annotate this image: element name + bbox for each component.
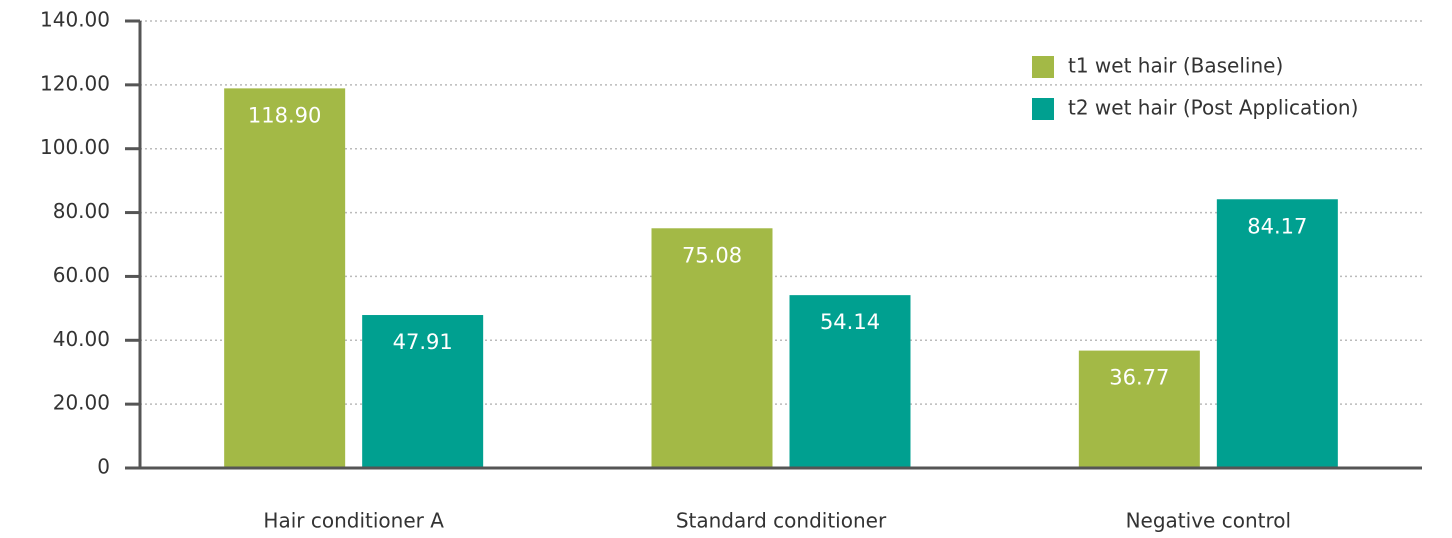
x-tick-label: Standard conditioner [676, 509, 887, 533]
y-tick-label: 20.00 [53, 391, 110, 415]
value-label: 54.14 [820, 310, 880, 334]
value-label: 47.91 [393, 330, 453, 354]
value-label: 118.90 [248, 103, 321, 127]
y-tick-label: 100.00 [40, 135, 110, 159]
y-tick-label: 120.00 [40, 71, 110, 95]
legend-label: t2 wet hair (Post Application) [1068, 96, 1358, 120]
value-label: 36.77 [1109, 366, 1169, 390]
value-label: 75.08 [682, 243, 742, 267]
bar [362, 315, 484, 468]
y-tick-label: 140.00 [40, 8, 110, 32]
y-tick-label: 0 [97, 455, 110, 479]
y-tick-label: 60.00 [53, 263, 110, 287]
value-label: 84.17 [1247, 214, 1307, 238]
legend-label: t1 wet hair (Baseline) [1068, 54, 1283, 78]
bar [789, 295, 911, 468]
bar [1078, 350, 1200, 468]
y-tick-label: 80.00 [53, 199, 110, 223]
bar [224, 88, 346, 468]
legend-swatch [1032, 56, 1054, 78]
legend-swatch [1032, 98, 1054, 120]
x-tick-label: Hair conditioner A [263, 509, 444, 533]
bar [1216, 199, 1338, 469]
y-tick-label: 40.00 [53, 327, 110, 351]
x-tick-label: Negative control [1126, 509, 1291, 533]
bar [651, 228, 773, 468]
